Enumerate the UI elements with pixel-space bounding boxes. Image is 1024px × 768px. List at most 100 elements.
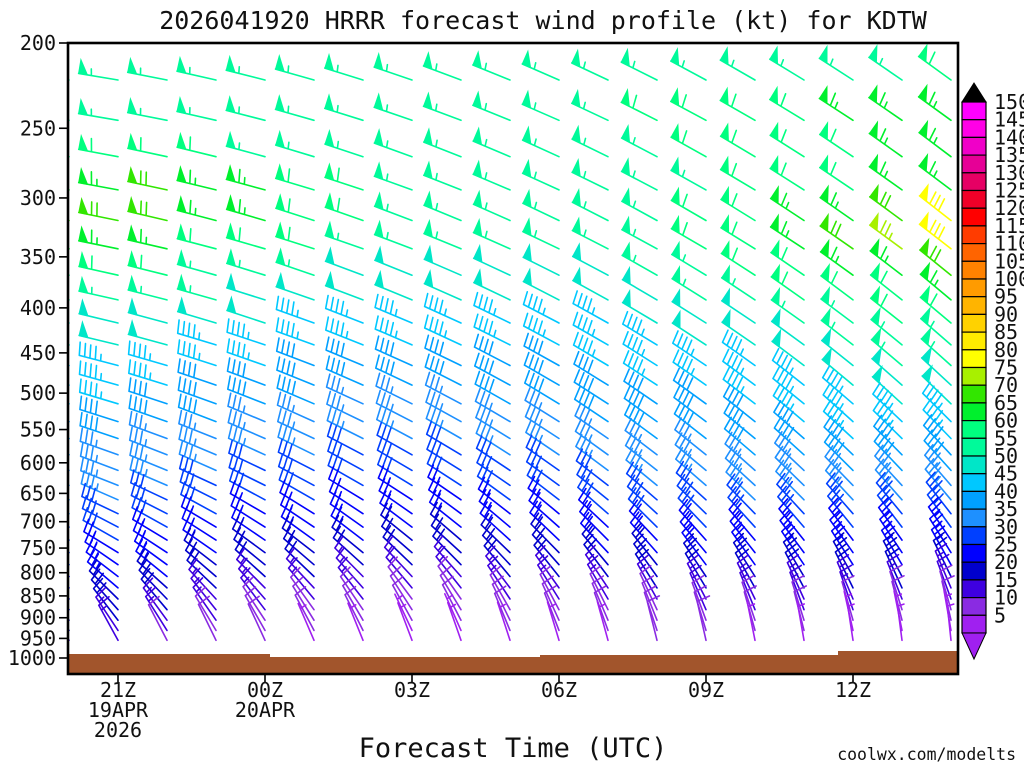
wind-barb <box>472 126 511 158</box>
barb-staff <box>819 246 854 276</box>
wind-barb <box>130 482 168 515</box>
x-axis-tick-label: 00Z <box>247 678 283 702</box>
wind-barb <box>830 521 854 566</box>
barb-staff <box>641 575 658 621</box>
barb-staff <box>240 567 266 611</box>
barb-staff <box>77 108 119 122</box>
barb-staff <box>572 331 609 367</box>
wind-barb <box>231 504 266 541</box>
barb-staff <box>521 171 560 191</box>
barb-staff <box>673 401 707 440</box>
wind-barb <box>433 535 462 578</box>
barb-staff <box>868 92 903 122</box>
barb-staff <box>179 468 217 501</box>
barb-staff <box>670 193 707 222</box>
barb-staff <box>127 311 168 324</box>
barb-staff <box>130 469 168 501</box>
barb-staff <box>180 481 217 515</box>
wind-barb <box>773 400 805 440</box>
barb-staff <box>79 427 119 456</box>
barb-staff <box>522 256 560 276</box>
barb-staff <box>671 322 707 346</box>
wind-barb <box>180 493 217 528</box>
wind-barb <box>720 214 756 250</box>
barb-staff <box>769 192 805 222</box>
wind-barb <box>325 373 364 405</box>
barb-staff <box>472 257 511 276</box>
wind-barb <box>328 478 364 515</box>
colorbar-label: 110 <box>994 232 1024 256</box>
barb-staff <box>78 341 119 367</box>
barb-staff <box>820 271 854 301</box>
wind-barb <box>373 219 413 250</box>
wind-barb <box>472 218 511 250</box>
wind-barb <box>477 476 511 515</box>
barb-staff <box>329 491 364 528</box>
barb-staff <box>627 487 658 528</box>
x-axis-tick-label: 21Z <box>100 678 136 702</box>
wind-barb <box>85 539 119 578</box>
barb-staff <box>572 311 609 346</box>
barb-staff <box>573 350 609 386</box>
wind-barb <box>769 185 805 222</box>
wind-barb <box>280 491 315 528</box>
wind-barb <box>182 516 217 554</box>
colorbar-segment <box>961 278 987 298</box>
barb-staff <box>522 280 560 301</box>
barb-staff <box>344 585 364 632</box>
wind-barb <box>176 296 217 324</box>
wind-barb <box>631 522 658 566</box>
wind-barb <box>472 243 511 276</box>
wind-barb <box>537 555 560 600</box>
wind-barb <box>770 239 805 276</box>
barb-staff <box>796 600 805 642</box>
wind-barb <box>671 288 707 324</box>
wind-barb <box>918 211 952 250</box>
barb-staff <box>292 576 315 621</box>
colorbar-segment <box>961 189 987 209</box>
barb-staff <box>528 488 560 528</box>
wind-barb <box>290 566 315 611</box>
colorbar-label: 80 <box>994 338 1018 362</box>
wind-barb <box>244 586 266 632</box>
wind-barb-field <box>69 44 955 642</box>
wind-barb <box>276 374 315 405</box>
wind-barb <box>242 576 266 621</box>
barb-pennant <box>78 133 89 152</box>
wind-barb <box>180 481 217 515</box>
wind-barb <box>397 602 413 642</box>
barb-staff <box>177 358 217 386</box>
wind-barb <box>128 394 168 423</box>
colorbar-label: 100 <box>994 267 1024 291</box>
barb-staff <box>147 595 168 642</box>
wind-barb <box>424 334 462 367</box>
wind-barb <box>473 268 511 301</box>
colorbar-segment <box>961 225 987 245</box>
barb-staff <box>231 504 266 541</box>
colorbar-label: 135 <box>994 143 1024 167</box>
barb-staff <box>127 254 168 276</box>
barb-staff <box>523 332 560 367</box>
barb-staff <box>525 419 560 456</box>
barb-staff <box>480 512 511 554</box>
barb-staff <box>623 368 658 405</box>
barb-staff <box>524 369 560 405</box>
barb-staff <box>426 450 462 487</box>
barb-staff <box>621 200 658 222</box>
barb-staff <box>127 170 168 191</box>
wind-barb <box>796 600 805 642</box>
wind-barb <box>435 545 462 589</box>
wind-barb <box>629 511 658 554</box>
barb-staff <box>821 358 854 386</box>
barb-staff <box>176 106 217 122</box>
wind-barb <box>376 436 413 472</box>
barb-staff <box>485 545 511 589</box>
wind-barb <box>741 575 756 621</box>
barb-staff <box>176 66 217 81</box>
wind-barb <box>176 131 217 158</box>
wind-barb <box>373 128 413 158</box>
barb-staff <box>325 316 364 346</box>
barb-staff <box>325 336 364 367</box>
wind-barb <box>240 567 266 611</box>
barb-staff <box>374 283 413 301</box>
